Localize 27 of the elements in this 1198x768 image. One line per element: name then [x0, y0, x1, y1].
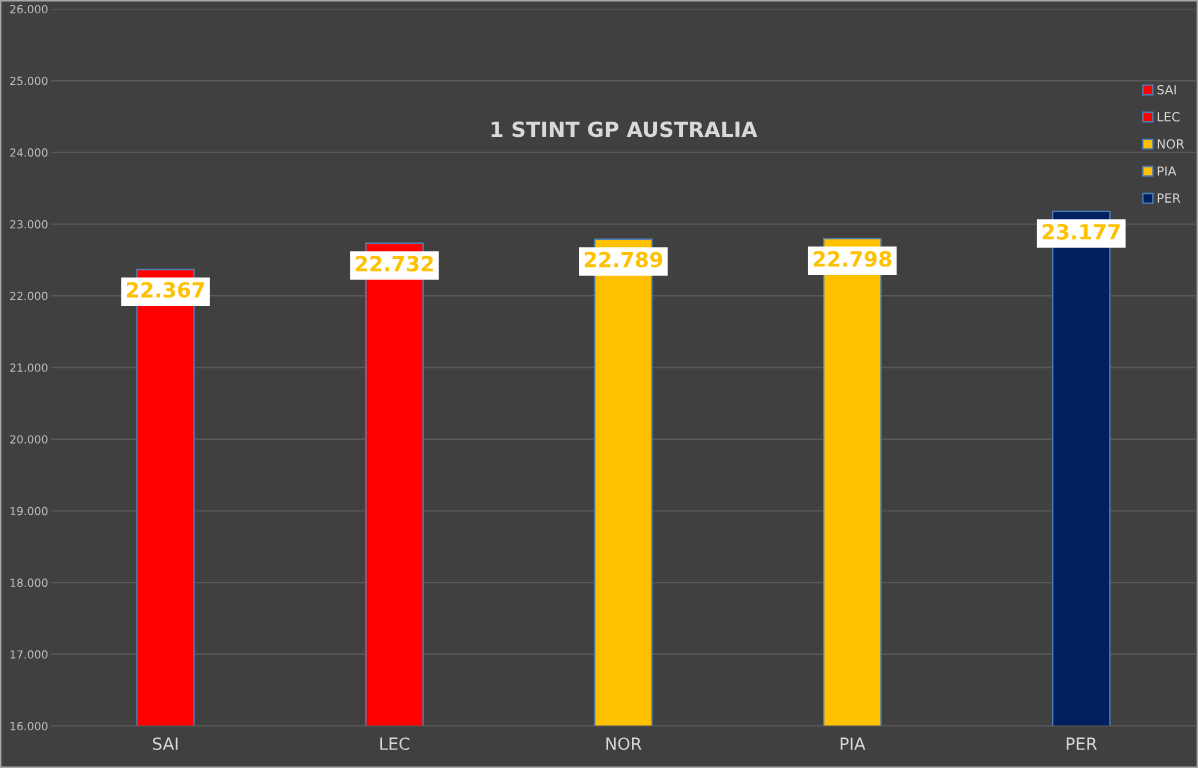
legend-label: PER: [1157, 193, 1181, 203]
y-tick-label: 21.000: [10, 363, 48, 372]
x-tick-label: PIA: [840, 737, 866, 750]
text: 1 STINT GP AUSTRALIA: [491, 121, 758, 138]
y-tick-label: 20.000: [10, 435, 48, 444]
data-label: 22.798: [813, 251, 892, 267]
x-tick-label: LEC: [380, 737, 410, 750]
y-tick-label: 22.000: [10, 291, 48, 301]
y-tick-label: 18.000: [10, 578, 48, 587]
data-label: 22.789: [584, 251, 663, 268]
y-tick-label: 24.000: [10, 148, 48, 157]
y-tick-label: 26.000: [10, 4, 48, 14]
x-tick-label: SAI: [153, 737, 178, 750]
legend-label: PIA: [1157, 166, 1177, 176]
x-tick-label: NOR: [606, 737, 642, 750]
y-tick-label: 25.000: [10, 76, 48, 86]
y-tick-label: 16.000: [10, 721, 48, 731]
data-label: 22.367: [126, 281, 205, 298]
data-label: 22.732: [355, 255, 433, 272]
y-tick-label: 23.000: [10, 220, 48, 229]
legend-label: NOR: [1157, 139, 1185, 149]
x-tick-label: PER: [1066, 737, 1097, 750]
y-tick-label: 17.000: [10, 650, 48, 659]
data-label: 23.177: [1042, 223, 1120, 240]
y-tick-label: 19.000: [10, 506, 48, 516]
legend-label: LEC: [1157, 112, 1180, 122]
legend-label: SAI: [1157, 84, 1176, 95]
